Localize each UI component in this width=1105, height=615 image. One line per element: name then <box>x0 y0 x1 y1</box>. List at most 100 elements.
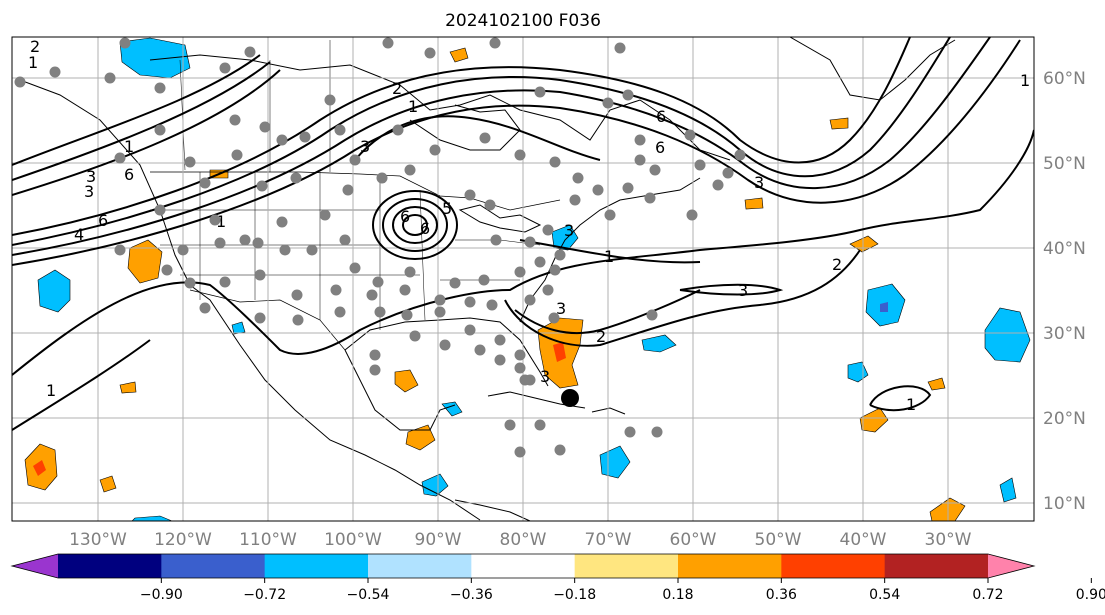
anomaly-orange-region <box>829 117 849 130</box>
anomaly-orange-region <box>127 239 163 284</box>
contour-label: 6 <box>656 107 666 126</box>
station-marker <box>372 276 384 288</box>
contour-line <box>354 115 601 161</box>
contour-label: 1 <box>46 381 56 400</box>
contour-label: 1 <box>216 212 226 231</box>
contour-label: 6 <box>655 138 665 157</box>
low-center-ring <box>382 198 448 252</box>
station-marker <box>256 180 268 192</box>
colorbar-tick-label: 0.72 <box>972 587 1003 603</box>
contour-line <box>12 37 911 236</box>
lat-label: 10°N <box>1043 494 1086 514</box>
station-marker <box>154 124 166 136</box>
colorbar-segment <box>161 554 266 578</box>
station-marker <box>554 444 566 456</box>
contour-line <box>12 129 1034 376</box>
anomaly-blue-region <box>999 477 1017 503</box>
station-marker <box>734 149 746 161</box>
station-marker <box>549 264 561 276</box>
us-mexico-border <box>189 289 346 351</box>
station-marker <box>374 306 386 318</box>
station-marker <box>401 309 413 321</box>
contour-label: 2 <box>832 255 842 274</box>
station-marker <box>572 172 584 184</box>
station-marker <box>434 306 446 318</box>
station-marker <box>449 277 461 289</box>
anomaly-blue-region <box>984 307 1031 363</box>
station-marker <box>634 134 646 146</box>
anomaly-red-core <box>553 342 566 362</box>
map-title: 2024102100 F036 <box>445 11 601 31</box>
anomaly-blue-region <box>421 473 449 497</box>
lon-label: 30°W <box>925 530 972 550</box>
anomaly-blue-region <box>119 37 191 79</box>
anomaly-blue-region <box>37 269 71 313</box>
hudson-bay <box>409 104 521 151</box>
contours <box>12 37 1034 431</box>
station-marker <box>554 249 566 261</box>
anomaly-purple-core <box>880 302 888 312</box>
station-marker <box>644 192 656 204</box>
contour-label: 1 <box>906 395 916 414</box>
contour-label: 3 <box>564 221 574 240</box>
station-marker <box>14 76 26 88</box>
anomaly-orange-region <box>99 475 117 493</box>
station-marker <box>592 184 604 196</box>
anomaly-blue-region <box>231 321 246 335</box>
station-marker <box>484 199 496 211</box>
station-marker <box>486 299 498 311</box>
colorbar-extend-high <box>988 554 1034 578</box>
station-marker <box>504 419 516 431</box>
station-marker <box>334 306 346 318</box>
station-marker <box>634 154 646 166</box>
station-marker <box>214 237 226 249</box>
station-marker <box>489 37 501 49</box>
station-marker <box>276 216 288 228</box>
contour-label: 3 <box>360 137 370 156</box>
station-marker <box>464 296 476 308</box>
canada-north-coast <box>149 54 731 161</box>
colorbar-tick-label: −0.90 <box>140 587 183 603</box>
station-marker <box>290 172 302 184</box>
station-marker <box>366 289 378 301</box>
station-marker <box>464 324 476 336</box>
station-marker <box>114 152 126 164</box>
lat-label: 60°N <box>1043 69 1086 89</box>
colorbar-extend-low <box>12 554 58 578</box>
colorbar: −0.90 −0.72 −0.54 −0.36 −0.18 0.18 0.36 0.54 0.7… <box>10 553 1105 603</box>
colorbar-tick-label: 0.90 <box>1076 587 1105 603</box>
station-marker <box>399 284 411 296</box>
lat-label: 50°N <box>1043 154 1086 174</box>
atlantic-coast <box>519 177 701 323</box>
map-area: 2 1 3 6 4 6 1 3 6 6 1 2 3 1 1 6 5 3 1 3 <box>11 36 1035 522</box>
hurricane-center-marker <box>561 389 579 407</box>
station-marker <box>199 302 211 314</box>
contour-label: 2 <box>596 327 606 346</box>
station-marker <box>534 86 546 98</box>
colorbar-tick-label: −0.36 <box>450 587 493 603</box>
station-marker <box>524 294 536 306</box>
colorbar-segment <box>58 554 162 578</box>
contour-label: 1 <box>1020 71 1030 90</box>
station-marker <box>542 284 554 296</box>
contour-label: 2 <box>30 37 40 56</box>
lon-label: 90°W <box>415 530 462 550</box>
station-marker <box>549 156 561 168</box>
station-marker <box>349 154 361 166</box>
station-marker <box>231 149 243 161</box>
station-marker <box>392 124 404 136</box>
anomaly-blue-region <box>131 515 173 521</box>
contour-label: 1 <box>28 53 38 72</box>
contour-label: 6 <box>124 165 134 184</box>
colorbar-tick-label: −0.54 <box>347 587 390 603</box>
station-marker <box>119 37 131 49</box>
colorbar-segment <box>264 554 369 578</box>
lon-label: 60°W <box>670 530 717 550</box>
station-marker <box>229 114 241 126</box>
colorbar-tick-label: −0.18 <box>553 587 596 603</box>
station-marker <box>409 330 421 342</box>
low-center-ring <box>372 190 458 260</box>
station-marker <box>434 294 446 306</box>
anomaly-orange-region <box>927 377 946 391</box>
anomaly-orange-region <box>394 369 419 393</box>
